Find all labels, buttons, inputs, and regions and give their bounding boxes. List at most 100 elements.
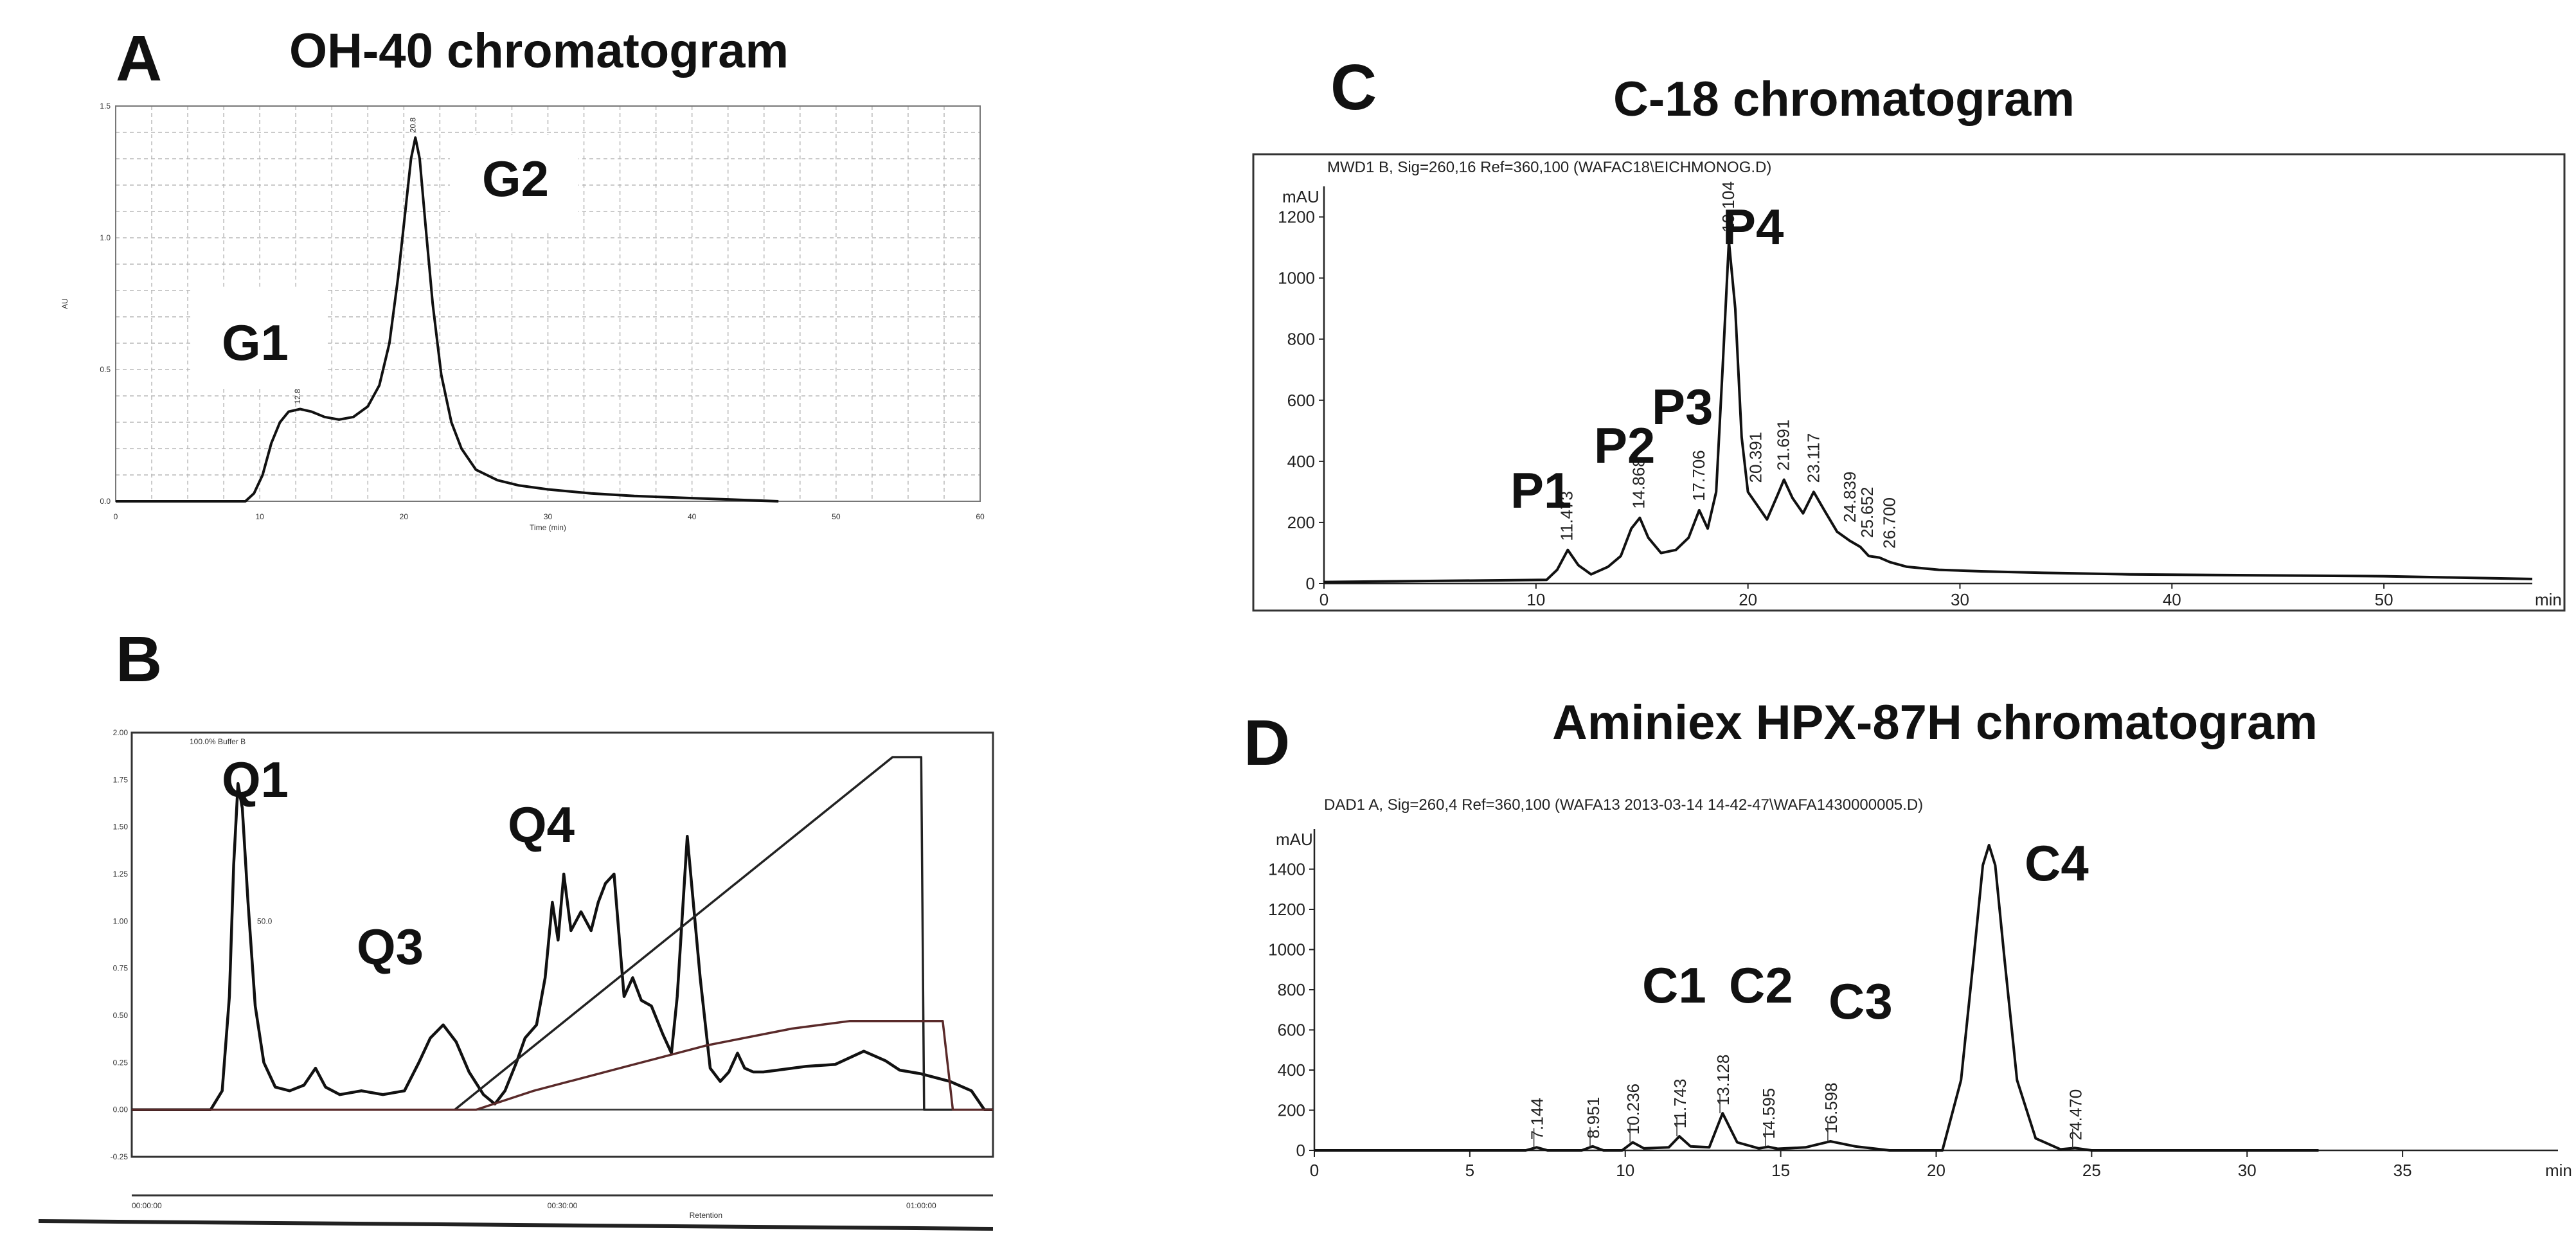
peak-rt-label: 16.598	[1821, 1082, 1841, 1134]
x-tick-label: 00:30:00	[548, 1201, 578, 1210]
y-tick-label: 1.50	[113, 823, 129, 832]
y-tick-label: 0.50	[113, 1011, 129, 1020]
peak-label-q4: Q4	[508, 796, 575, 853]
x-axis-label: min	[2535, 590, 2562, 609]
peak-rt-label: 13.128	[1713, 1055, 1733, 1106]
y-tick-label: 1400	[1268, 860, 1305, 879]
series-line-2	[132, 1020, 993, 1111]
y-tick-label: 400	[1287, 452, 1315, 471]
x-tick-label: 01:00:00	[906, 1201, 936, 1210]
x-tick-label: 10	[255, 512, 264, 521]
x-tick-label: 15	[1771, 1161, 1790, 1180]
panel-c-frame	[1252, 153, 2566, 612]
y-tick-label: 200	[1278, 1101, 1305, 1120]
y-tick-label: 1.0	[100, 233, 111, 242]
y-tick-label: 1.5	[100, 102, 111, 111]
x-tick-label: 30	[544, 512, 553, 521]
peak-label-p2: P2	[1594, 417, 1655, 474]
y-tick-label: 0	[1306, 574, 1315, 593]
x-tick-label: 40	[688, 512, 697, 521]
y-tick-label: 0.00	[113, 1105, 129, 1114]
peak-rt-label: 14.595	[1759, 1088, 1778, 1139]
x-tick-label: 30	[1951, 590, 1969, 609]
peak-label-p1: P1	[1510, 462, 1571, 519]
plot-border	[115, 105, 981, 502]
x-tick-label: 5	[1465, 1161, 1474, 1180]
y-tick-label: 400	[1278, 1060, 1305, 1080]
peak-rt-label: 20.391	[1746, 432, 1766, 483]
peak-rt-label: 26.700	[1880, 497, 1899, 549]
panel-b: B -0.25 0.00 0.25 0.50 0.75 1.00 1.25 1.50 1.75 2…	[38, 623, 994, 1231]
panel-d-header: DAD1 A, Sig=260,4 Ref=360,100 (WAFA13 20…	[1324, 796, 1923, 814]
peak-rt-label: 21.691	[1773, 420, 1793, 471]
y-axis-label: mAU	[1276, 830, 1313, 849]
panel-a-title: OH-40 chromatogram	[289, 24, 789, 78]
x-tick-label: 30	[2238, 1161, 2257, 1180]
peak-rt-label: 10.236	[1623, 1084, 1643, 1135]
peak-rt-label: 17.706	[1689, 450, 1708, 501]
y-tick-label: 2.00	[113, 728, 129, 737]
chromatogram-trace	[1323, 240, 2533, 584]
x-tick-label: 25	[2082, 1161, 2101, 1180]
panel-b-letter: B	[116, 623, 162, 695]
peak-rt-label: 8.951	[1584, 1097, 1603, 1139]
y-tick-label: 200	[1287, 513, 1315, 532]
x-tick-label: 60	[976, 512, 985, 521]
y-tick-label: 800	[1278, 980, 1305, 999]
panel-c-header: MWD1 B, Sig=260,16 Ref=360,100 (WAFAC18\…	[1327, 159, 1771, 176]
x-axis-label: Time (min)	[530, 523, 566, 532]
peak-rt-label: 25.652	[1857, 487, 1877, 538]
y-tick-label: 0	[1296, 1141, 1305, 1160]
peak-rt-label: 11.743	[1670, 1079, 1690, 1129]
peak-rt-label: 11.473	[1557, 491, 1576, 541]
x-tick-label: 20	[1739, 590, 1757, 609]
x-tick-label: 20	[400, 512, 409, 521]
peak-rt-label: 23.117	[1803, 433, 1823, 483]
peak-label-p4: P4	[1722, 199, 1784, 255]
panel-c-title: C-18 chromatogram	[1613, 72, 2075, 127]
peak-label-g2: G2	[482, 150, 549, 207]
y-tick-label: 1200	[1268, 900, 1305, 919]
plot-border	[130, 731, 994, 1158]
panel-a-label-bg-g1	[193, 289, 328, 386]
pressure-trace	[38, 1219, 994, 1231]
x-tick-label: 0	[1310, 1161, 1319, 1180]
x-tick-label: 20	[1927, 1161, 1945, 1180]
y-tick-label: -0.25	[111, 1152, 129, 1161]
panel-d-letter: D	[1244, 707, 1290, 779]
buffer-mid-label: 50.0	[257, 916, 273, 925]
peak-rt-label: 12.8	[293, 389, 302, 404]
x-tick-label: 35	[2393, 1161, 2412, 1180]
y-tick-label: 800	[1287, 330, 1315, 349]
panel-b-plot: -0.25 0.00 0.25 0.50 0.75 1.00 1.25 1.50 1.75 2.0…	[38, 728, 994, 1231]
panel-a: A OH-40 chromatogram 0 10 20 30 40 50 60 0.0 0.5…	[60, 22, 985, 532]
y-axis-label: AU	[60, 298, 69, 309]
peak-label-c3: C3	[1829, 973, 1893, 1030]
series-line-0	[132, 781, 993, 1111]
peak-label-g1: G1	[222, 314, 289, 371]
peak-label-c1: C1	[1642, 957, 1706, 1013]
peak-rt-label: 19.104	[1719, 181, 1738, 233]
x-tick-label: 10	[1616, 1161, 1634, 1180]
panel-c-letter: C	[1330, 51, 1377, 123]
y-tick-label: 1000	[1268, 940, 1305, 960]
chromatogram-trace	[1314, 844, 2319, 1152]
panel-c: C C-18 chromatogram MWD1 B, Sig=260,16 R…	[1252, 51, 2566, 612]
peak-rt-label: 7.144	[1528, 1098, 1547, 1139]
x-tick-label: 0	[1319, 590, 1328, 609]
peak-label-q1: Q1	[222, 751, 289, 808]
y-tick-label: 1.00	[113, 916, 129, 925]
peak-rt-label: 14.868	[1629, 458, 1648, 509]
chromatogram-trace	[116, 136, 779, 503]
peak-label-c2: C2	[1729, 957, 1793, 1013]
x-tick-label: 50	[832, 512, 841, 521]
y-tick-label: 1000	[1278, 269, 1315, 288]
y-axis-label: mAU	[1282, 187, 1319, 206]
x-tick-label: 00:00:00	[132, 1201, 162, 1210]
y-tick-label: 600	[1287, 391, 1315, 410]
peak-label-q3: Q3	[357, 918, 424, 975]
panel-c-plot: 0 200 400 600 800 1000 1200 0 10 20 30 40 50 mAU min 11…	[1278, 181, 2562, 609]
panel-d: D Aminiex HPX-87H chromatogram DAD1 A, S…	[1244, 695, 2572, 1180]
x-tick-label: 10	[1526, 590, 1545, 609]
